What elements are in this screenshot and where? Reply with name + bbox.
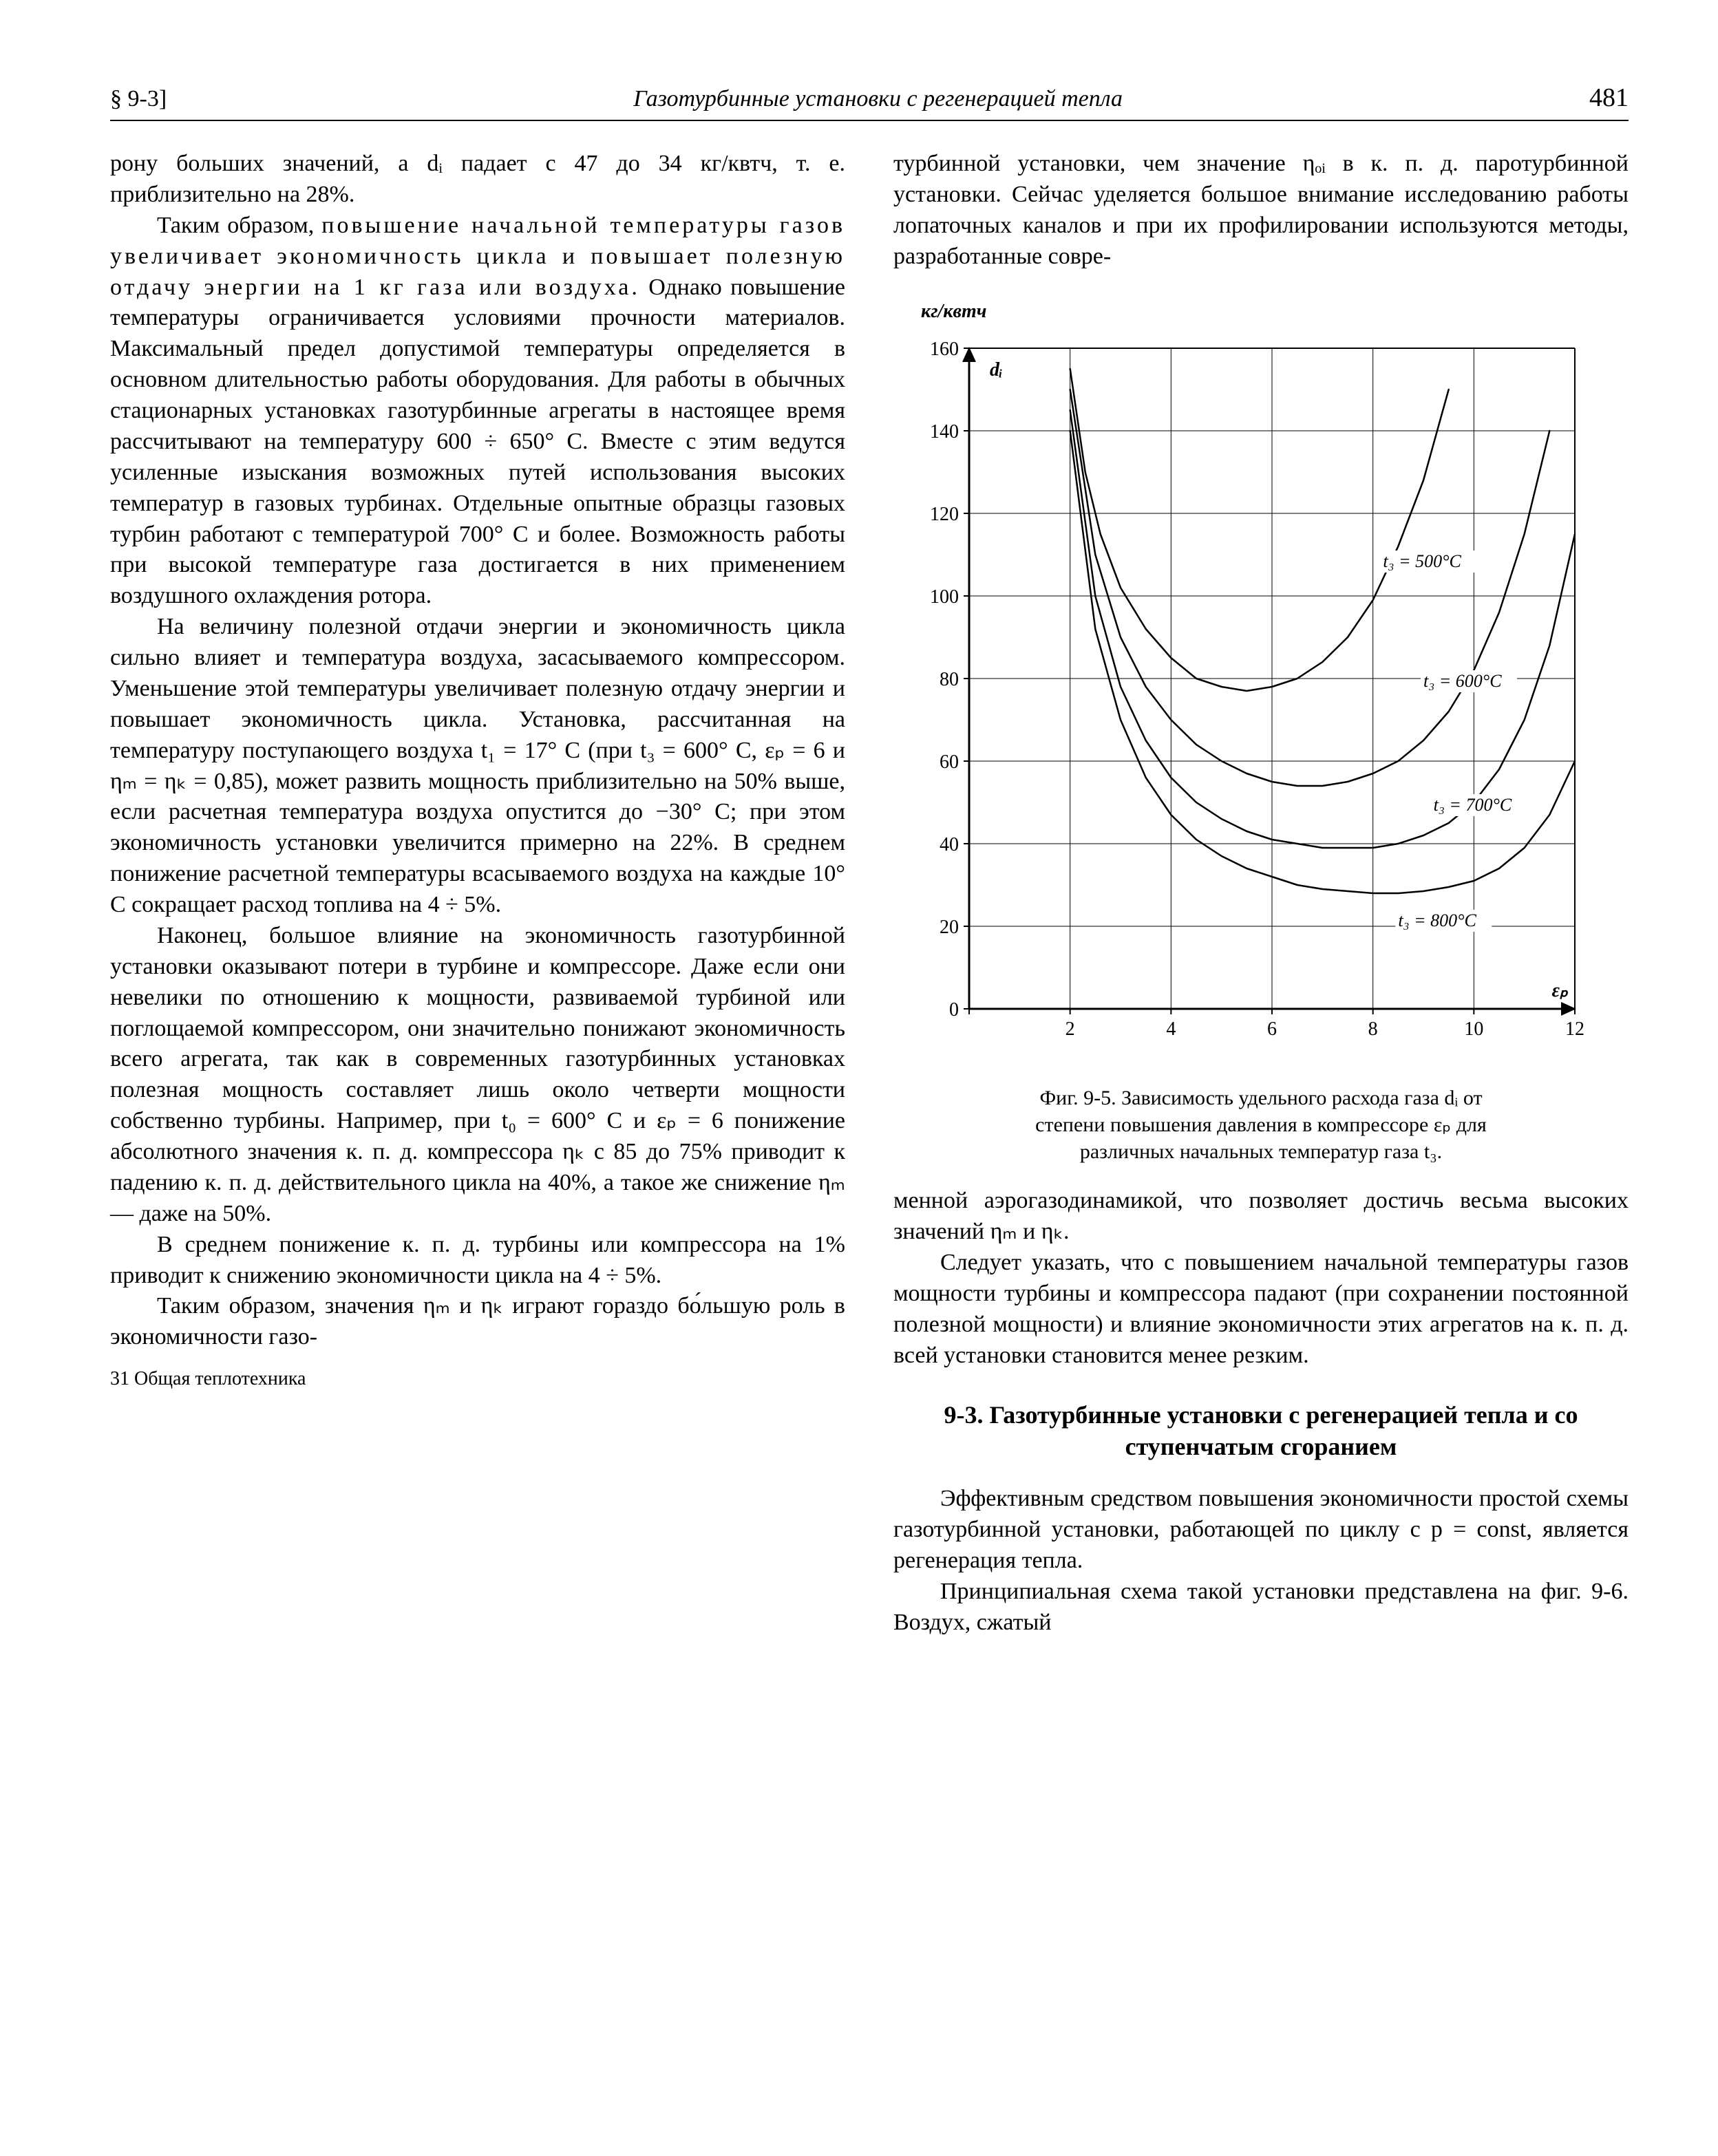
para: Таким образом, значения ηₘ и ηₖ играют г…	[110, 1291, 845, 1353]
svg-text:t₃ = 800°C: t₃ = 800°C	[1398, 910, 1476, 930]
svg-text:t₃ = 600°C: t₃ = 600°C	[1423, 671, 1502, 691]
page: § 9-3] Газотурбинные установки с регенер…	[0, 0, 1718, 2156]
svg-text:100: 100	[930, 586, 959, 608]
svg-text:40: 40	[940, 834, 959, 855]
right-column: турбинной установки, чем значение ηₒᵢ в …	[893, 149, 1629, 1639]
line-chart: кг/квтч dᵢ 0 20 40 60 80 100 120 140 160 2 4 6 8 10 12 t₃…	[893, 293, 1595, 1064]
para: Принципиальная схема такой установки пре…	[893, 1577, 1629, 1639]
section-heading: 9-3. Газотурбинные установки с регенерац…	[921, 1399, 1601, 1464]
text-columns: рону больших значений, а dᵢ падает с 47 …	[110, 149, 1629, 1639]
para: Таким образом, повышение начальной темпе…	[110, 211, 845, 612]
running-header: § 9-3] Газотурбинные установки с регенер…	[110, 83, 1629, 121]
left-column: рону больших значений, а dᵢ падает с 47 …	[110, 149, 845, 1639]
svg-text:6: 6	[1267, 1018, 1277, 1040]
para: Наконец, большое влияние на экономичност…	[110, 921, 845, 1230]
svg-text:εₚ: εₚ	[1552, 980, 1569, 1001]
caption-line: степени повышения давления в компрессоре…	[1035, 1113, 1487, 1136]
para: На величину полезной отдачи энергии и эк…	[110, 612, 845, 921]
svg-text:4: 4	[1166, 1018, 1176, 1040]
running-title: Газотурбинные установки с регенерацией т…	[633, 86, 1123, 112]
svg-text:12: 12	[1565, 1018, 1584, 1040]
svg-text:2: 2	[1065, 1018, 1075, 1040]
text-run: Однако повышение температуры ограничивае…	[110, 275, 845, 609]
figure-caption: Фиг. 9-5. Зависимость удельного расхода …	[914, 1085, 1608, 1165]
para: рону больших значений, а dᵢ падает с 47 …	[110, 149, 845, 211]
svg-text:t₃ = 500°C: t₃ = 500°C	[1383, 551, 1461, 571]
para: менной аэрогазодинамикой, что позволяет …	[893, 1186, 1629, 1248]
svg-text:8: 8	[1368, 1018, 1378, 1040]
svg-text:dᵢ: dᵢ	[990, 359, 1003, 381]
svg-text:20: 20	[940, 917, 959, 938]
svg-text:80: 80	[940, 669, 959, 690]
svg-text:160: 160	[930, 339, 959, 360]
svg-text:10: 10	[1464, 1018, 1483, 1040]
para: Эффективным средством повышения экономич…	[893, 1484, 1629, 1577]
figure-9-5: кг/квтч dᵢ 0 20 40 60 80 100 120 140 160 2 4 6 8 10 12 t₃…	[893, 293, 1629, 1166]
footer-note: 31 Общая теплотехника	[110, 1367, 845, 1392]
page-number: 481	[1589, 83, 1629, 113]
section-ref: § 9-3]	[110, 86, 167, 112]
svg-text:60: 60	[940, 751, 959, 773]
caption-line: различных начальных температур газа t₃.	[1080, 1140, 1442, 1163]
caption-line: Фиг. 9-5. Зависимость удельного расхода …	[1039, 1087, 1482, 1109]
svg-text:140: 140	[930, 421, 959, 442]
para: турбинной установки, чем значение ηₒᵢ в …	[893, 149, 1629, 273]
svg-text:0: 0	[949, 999, 959, 1021]
text-run: Таким образом,	[157, 213, 321, 238]
para: В среднем понижение к. п. д. турбины или…	[110, 1230, 845, 1292]
svg-text:120: 120	[930, 504, 959, 525]
svg-text:t₃ = 700°C: t₃ = 700°C	[1434, 795, 1512, 815]
para: Следует указать, что с повышением началь…	[893, 1248, 1629, 1371]
svg-text:кг/квтч: кг/квтч	[921, 301, 986, 322]
